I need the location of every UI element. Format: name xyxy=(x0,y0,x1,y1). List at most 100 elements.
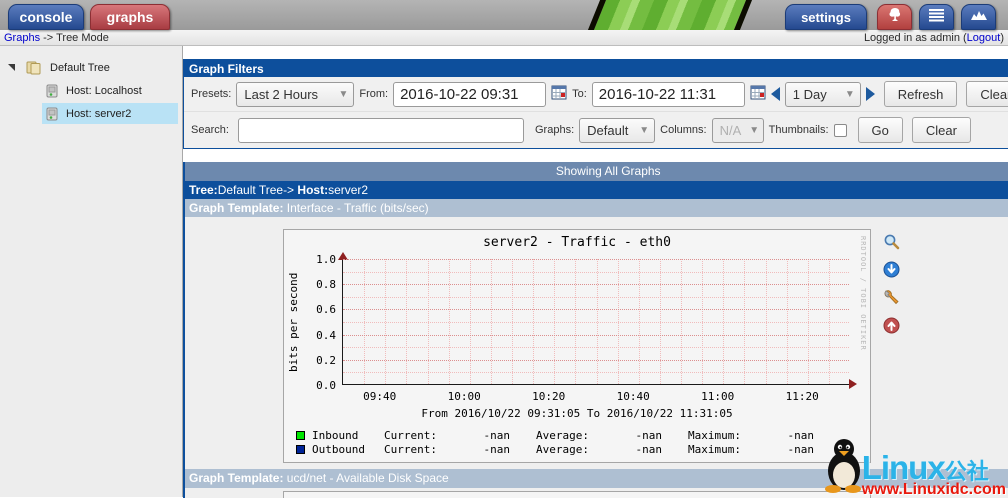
chevron-down-icon: ▼ xyxy=(639,124,650,136)
search-input[interactable] xyxy=(238,117,524,143)
x-tick-label: 10:40 xyxy=(616,390,650,403)
preview-view-button[interactable] xyxy=(961,4,996,30)
breadcrumb-graphs-link[interactable]: Graphs xyxy=(4,31,41,44)
legend-average-value: -nan xyxy=(635,429,663,442)
shift-left-arrow[interactable] xyxy=(770,87,780,101)
breadcrumb-current: Tree Mode xyxy=(56,31,109,44)
breadcrumb-separator: -> xyxy=(43,31,54,44)
chevron-down-icon: ▼ xyxy=(844,88,855,100)
gridline xyxy=(533,259,535,384)
tree-node-default-tree[interactable]: Default Tree xyxy=(4,57,178,78)
columns-label: Columns: xyxy=(660,124,707,136)
clear-search-button[interactable]: Clear xyxy=(911,117,971,143)
tree-icon xyxy=(887,7,903,28)
tree-path-arrow: -> xyxy=(283,183,298,197)
graph-ylabel: bits per second xyxy=(287,272,300,372)
tab-graphs[interactable]: graphs xyxy=(90,4,170,30)
graph-template-value: ucd/net - Available Disk Space xyxy=(283,471,449,485)
folder-icon xyxy=(25,60,42,75)
to-date-input[interactable] xyxy=(591,81,745,107)
gridline xyxy=(575,259,577,384)
columns-select: N/A ▼ xyxy=(711,117,764,143)
list-view-button[interactable] xyxy=(919,4,954,30)
gridline xyxy=(512,259,513,384)
rrdtool-graph-image[interactable]: server2 - Traffic - eth0 bits per second… xyxy=(283,229,871,463)
presets-select[interactable]: Last 2 Hours ▼ xyxy=(236,81,355,107)
thumbnails-checkbox[interactable] xyxy=(833,123,847,137)
csv-export-icon[interactable] xyxy=(883,261,900,283)
tree-node-label: Host: server2 xyxy=(66,107,132,120)
breadcrumb-bar: Graphs -> Tree Mode Logged in as admin (… xyxy=(0,30,1008,46)
legend-col-label: Current: xyxy=(384,429,437,442)
tree-path-label: Tree: xyxy=(189,183,218,197)
login-status-text: Logged in as admin ( xyxy=(863,31,967,44)
zoom-graph-icon[interactable] xyxy=(883,233,900,255)
gridline xyxy=(807,259,809,384)
tab-console[interactable]: console xyxy=(8,4,84,30)
login-status: Logged in as admin (Logout) xyxy=(864,32,1004,44)
y-tick-label: 0.6 xyxy=(316,303,336,317)
tree-node-host-server2[interactable]: Host: server2 xyxy=(42,103,178,124)
host-icon xyxy=(46,107,58,121)
linuxidc-watermark: Linux公社 www.Linuxidc.com xyxy=(820,437,1006,498)
gridline xyxy=(490,259,492,384)
legend-col-label: Maximum: xyxy=(688,443,741,456)
x-axis-arrow xyxy=(849,379,857,389)
gridline xyxy=(596,259,598,384)
next-graph-area xyxy=(185,488,1008,498)
legend-series-name: Outbound xyxy=(312,443,365,456)
search-label: Search: xyxy=(191,124,229,136)
from-calendar-icon[interactable] xyxy=(551,85,567,103)
gridline xyxy=(364,259,366,384)
logout-link[interactable]: Logout xyxy=(966,31,1001,44)
tree-expand-icon[interactable] xyxy=(8,64,15,71)
legend-col-label: Average: xyxy=(536,429,589,442)
graph-source-wrench-icon[interactable] xyxy=(883,289,900,311)
x-tick-label: 10:20 xyxy=(532,390,566,403)
presets-label: Presets: xyxy=(191,88,232,100)
cacti-logo-decoration xyxy=(587,0,753,30)
area-chart-icon xyxy=(970,8,988,26)
shift-right-arrow[interactable] xyxy=(865,87,875,101)
legend-row-outbound: Outbound Current: -nan Average: -nan Max… xyxy=(296,443,814,456)
graph-display-area: server2 - Traffic - eth0 bits per second… xyxy=(185,217,1008,469)
page-top-icon[interactable] xyxy=(883,317,900,339)
range-select[interactable]: 1 Day ▼ xyxy=(784,81,861,107)
gridline xyxy=(638,259,640,384)
tree-node-label: Host: Localhost xyxy=(66,84,142,97)
go-button[interactable]: Go xyxy=(857,117,903,143)
graphs-select[interactable]: Default ▼ xyxy=(579,117,656,143)
gridline xyxy=(554,259,556,384)
plot-area xyxy=(338,252,857,389)
gridline xyxy=(765,259,767,384)
graphs-results-panel: Showing All Graphs Tree:Default Tree-> H… xyxy=(183,162,1008,498)
graph-tree-sidebar: Default Tree Host: Localhost Host: serve… xyxy=(0,46,183,497)
from-date-input[interactable] xyxy=(393,81,547,107)
graph-template-bar-disk: Graph Template: ucd/net - Available Disk… xyxy=(185,469,1008,488)
tree-view-button[interactable] xyxy=(877,4,912,30)
gridline xyxy=(406,259,408,384)
graph-template-label: Graph Template: xyxy=(189,471,284,485)
settings-button[interactable]: settings xyxy=(785,4,867,30)
refresh-button[interactable]: Refresh xyxy=(883,81,958,107)
y-tick-label: 0.0 xyxy=(316,379,336,392)
gridline xyxy=(828,259,830,384)
to-calendar-icon[interactable] xyxy=(750,85,766,103)
clear-time-button[interactable]: Clear xyxy=(966,81,1008,107)
y-tick-label: 1.0 xyxy=(316,253,336,266)
chevron-down-icon: ▼ xyxy=(749,124,760,136)
gridline xyxy=(343,284,849,286)
gridline xyxy=(681,259,682,384)
gridline xyxy=(427,259,429,384)
watermark-url[interactable]: www.Linuxidc.com xyxy=(861,481,1006,498)
gridline xyxy=(617,259,619,384)
outbound-color-swatch xyxy=(296,445,305,454)
filter-row-search: Search: Graphs: Default ▼ Columns: N/A ▼ T… xyxy=(184,112,1008,148)
tree-node-host-localhost[interactable]: Host: Localhost xyxy=(42,80,178,101)
graph-template-label: Graph Template: xyxy=(189,201,284,215)
y-tick-label: 0.4 xyxy=(316,328,336,342)
from-label: From: xyxy=(359,88,389,100)
login-status-suffix: ) xyxy=(1000,31,1004,44)
top-navigation-bar: console graphs settings xyxy=(0,0,1008,30)
legend-maximum-value: -nan xyxy=(787,443,815,456)
